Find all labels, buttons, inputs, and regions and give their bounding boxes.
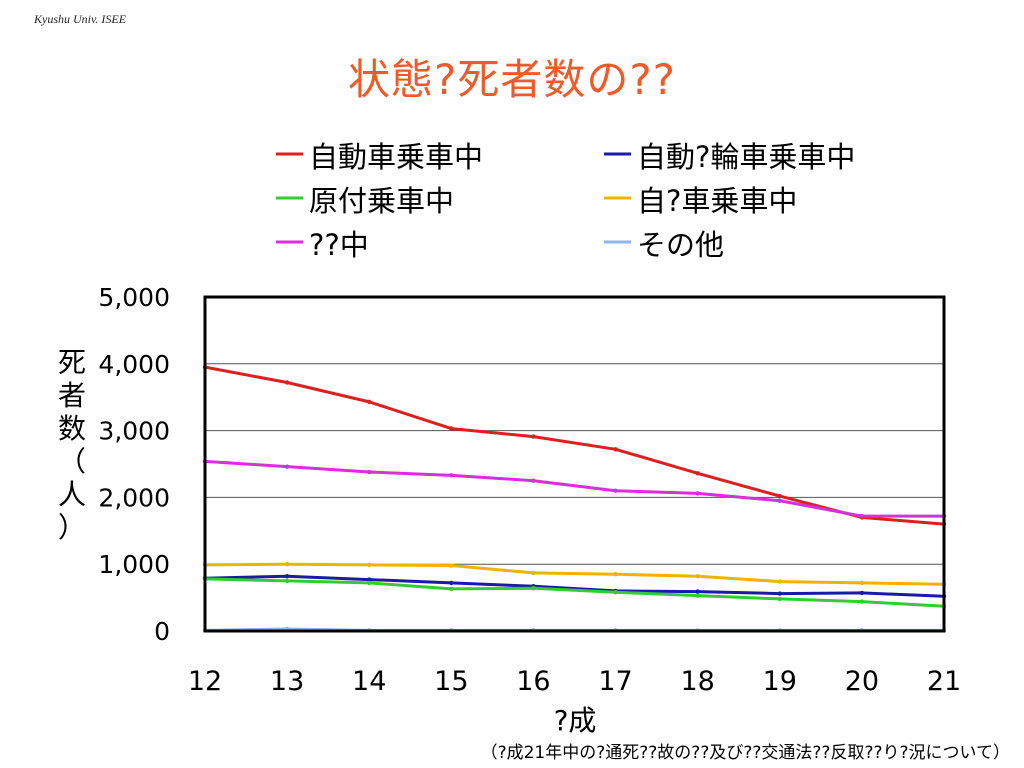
legend-label: ??中 [309,228,369,262]
series-line-1 [204,574,945,598]
x-tick-label: 16 [516,666,550,697]
data-point [284,562,290,567]
data-point [367,577,372,582]
plot-frame [203,295,946,633]
data-point [367,580,372,586]
data-point [449,580,454,586]
data-point [777,498,782,503]
data-point [531,570,536,576]
data-point [531,434,536,439]
data-point [284,578,290,584]
x-tick-label: 13 [270,666,304,697]
y-tick-label: 2,000 [98,483,170,512]
data-point [613,590,618,595]
x-tick-label: 17 [598,666,632,697]
x-tick-label: 12 [188,666,222,697]
data-point [531,478,536,483]
data-point [859,590,865,596]
y-tick-label: 4,000 [98,350,170,379]
y-axis-label-text: 死者数（人） [58,346,86,544]
x-tick-label: 14 [352,666,386,697]
y-axis-label-char: 人 [58,478,86,511]
data-point [777,591,782,596]
y-axis-label-char: 数 [58,412,86,445]
data-point [695,574,700,579]
series-lines [202,364,947,633]
header-tag: Kyushu Univ. ISEE [34,12,127,26]
data-point [367,399,372,405]
x-tick-label: 15 [434,666,468,697]
y-tick-label: 0 [154,617,170,646]
data-point [367,469,372,475]
data-point [777,579,782,584]
series-line-2 [204,577,945,608]
x-tick-label: 20 [845,666,879,697]
series-line-0 [204,365,945,526]
data-point [695,491,700,496]
data-point [613,488,618,493]
data-point [449,473,454,478]
x-axis-ticks: 12 13 14 15 16 17 18 19 20 21 [188,666,961,697]
y-tick-label: 5,000 [98,283,170,312]
data-point [859,599,865,604]
data-point [777,596,782,602]
data-point [284,380,290,385]
x-tick-label: 21 [927,666,961,697]
data-point [531,586,536,591]
data-point [695,471,700,476]
gridlines [205,363,944,565]
data-point [777,493,782,499]
x-axis-label: ?成 [554,704,597,737]
x-tick-label: 19 [763,666,797,697]
y-axis-label: 死者数（人） [58,346,86,544]
legend-label: 自動車乗車中 [309,140,483,174]
y-axis-label-char: 者 [58,379,86,412]
data-point [284,574,290,579]
y-axis-ticks: 0 1,000 2,000 3,000 4,000 5,000 [98,283,170,646]
data-point [449,426,454,431]
series-line-3 [204,562,945,586]
data-point [695,589,700,594]
y-axis-label-char: 死 [58,346,86,379]
y-tick-label: 1,000 [98,550,170,579]
data-point [449,563,454,568]
legend-label: 自?車乗車中 [637,184,797,218]
data-point [695,593,700,598]
y-axis-label-char: ） [58,511,86,544]
data-point [859,513,865,519]
y-axis-label-char: （ [58,445,86,478]
data-point [859,580,865,586]
slide-title: 状態?死者数の?? [348,55,676,104]
y-tick-label: 3,000 [98,417,170,446]
series-line-4 [204,459,944,518]
data-point [449,586,454,592]
data-point [367,562,372,568]
source-note: （?成21年中の?通死??故の??及び??交通法??反取??り?況について） [480,743,1010,763]
data-point [613,572,618,577]
data-point [613,447,618,452]
data-point [284,464,290,469]
legend-label: 自動?輪車乗車中 [637,140,855,174]
x-tick-label: 18 [680,666,714,697]
legend-label: 原付乗車中 [309,184,454,218]
legend-label: その他 [637,228,724,262]
